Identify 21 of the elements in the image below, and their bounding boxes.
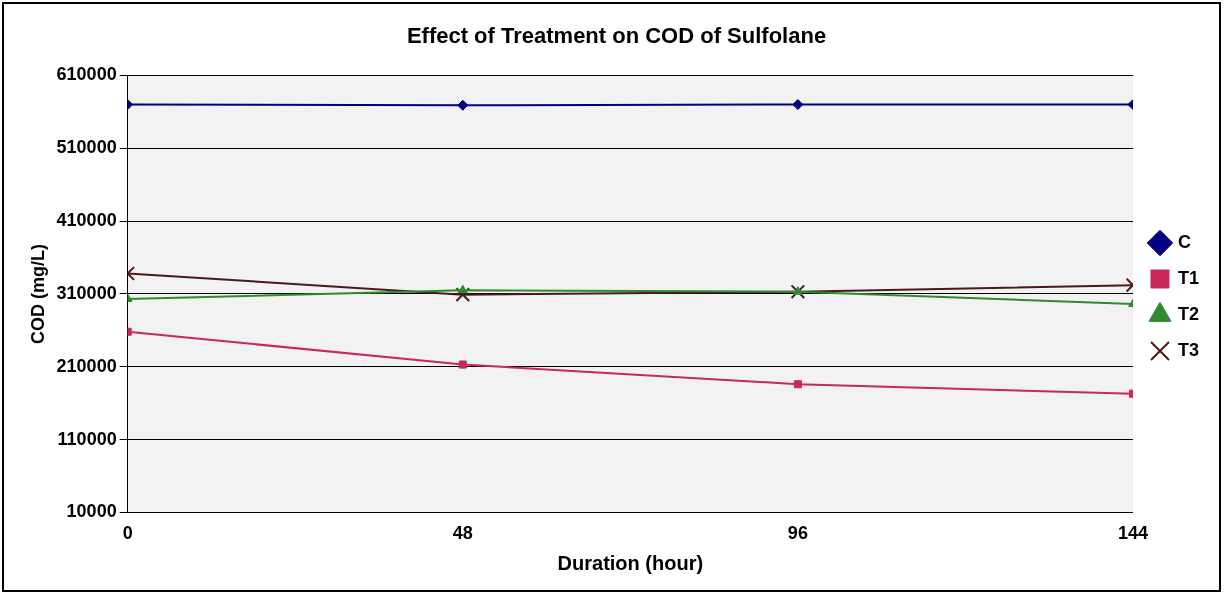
- legend-label: T2: [1177, 303, 1200, 324]
- point: [458, 360, 467, 369]
- y-tick-label: 610000: [56, 64, 117, 85]
- chart-title: Effect of Treatment on COD of Sulfolane: [406, 23, 827, 49]
- legend-label: T1: [1177, 267, 1200, 288]
- point: [793, 380, 802, 389]
- y-tick-label: 110000: [57, 428, 117, 449]
- legend-label: C: [1177, 231, 1191, 252]
- x-tick-label: 48: [452, 523, 473, 544]
- y-tick-label: 10000: [66, 501, 117, 522]
- legend-label: T3: [1177, 339, 1200, 360]
- y-tick-label: 310000: [56, 282, 117, 303]
- x-axis-title: Duration (hour): [557, 551, 704, 574]
- x-tick-label: 144: [1117, 523, 1149, 544]
- y-axis-title: COD (mg/L): [27, 243, 48, 344]
- y-tick-label: 410000: [56, 210, 117, 231]
- x-tick-label: 0: [122, 523, 133, 544]
- x-tick-label: 96: [787, 523, 808, 544]
- y-tick-label: 510000: [56, 137, 117, 158]
- point: [793, 286, 803, 295]
- y-tick-label: 210000: [56, 355, 117, 376]
